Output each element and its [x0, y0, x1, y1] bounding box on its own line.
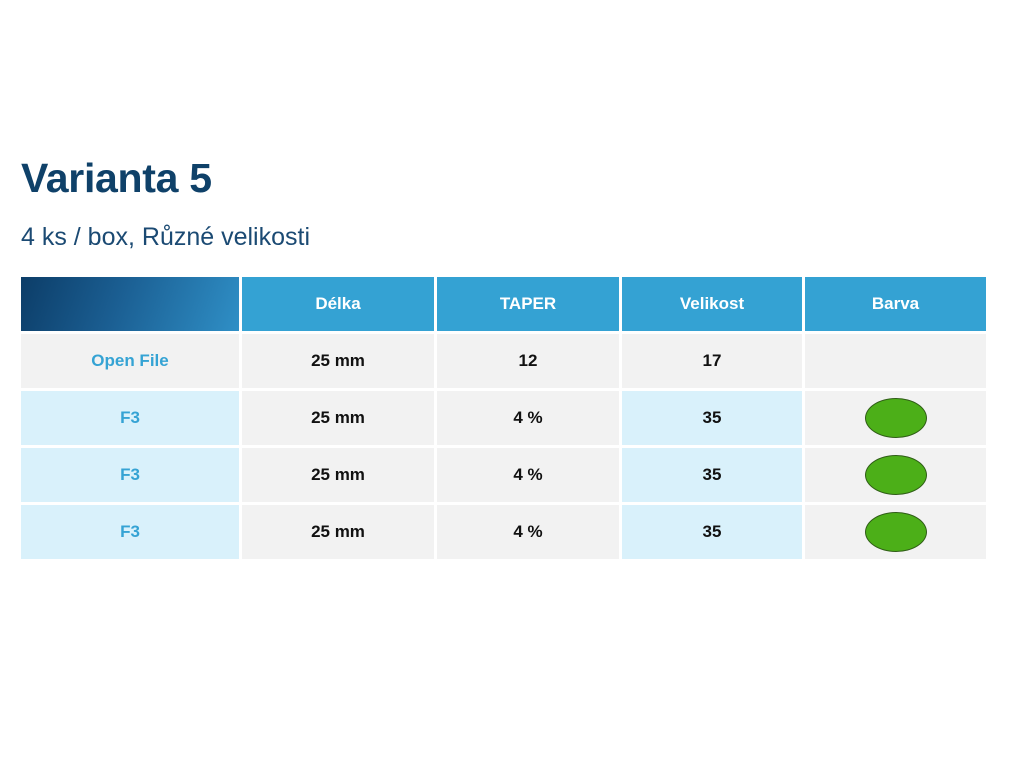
color-swatch [864, 398, 927, 438]
row-label: Open File [21, 334, 239, 388]
header-size: Velikost [622, 277, 802, 331]
row-length: 25 mm [242, 505, 434, 559]
row-taper: 4 % [437, 505, 619, 559]
row-label: F3 [21, 448, 239, 502]
row-size: 17 [622, 334, 802, 388]
header-length: Délka [242, 277, 434, 331]
row-size: 35 [622, 448, 802, 502]
row-color-cell [805, 391, 986, 445]
header-taper: TAPER [437, 277, 619, 331]
row-size: 35 [622, 505, 802, 559]
header-color: Barva [805, 277, 986, 331]
row-color-cell [805, 334, 986, 388]
row-size: 35 [622, 391, 802, 445]
row-label: F3 [21, 505, 239, 559]
page-title: Varianta 5 [21, 155, 212, 201]
row-color-cell [805, 505, 986, 559]
row-taper: 12 [437, 334, 619, 388]
row-label: F3 [21, 391, 239, 445]
color-swatch [864, 455, 927, 495]
color-swatch [864, 512, 927, 552]
row-length: 25 mm [242, 391, 434, 445]
page-subtitle: 4 ks / box, Různé velikosti [21, 223, 311, 251]
row-taper: 4 % [437, 391, 619, 445]
row-length: 25 mm [242, 334, 434, 388]
row-color-cell [805, 448, 986, 502]
row-length: 25 mm [242, 448, 434, 502]
row-taper: 4 % [437, 448, 619, 502]
spec-table: Délka TAPER Velikost Barva Open File 25 … [21, 277, 986, 559]
header-corner-cell [21, 277, 239, 331]
